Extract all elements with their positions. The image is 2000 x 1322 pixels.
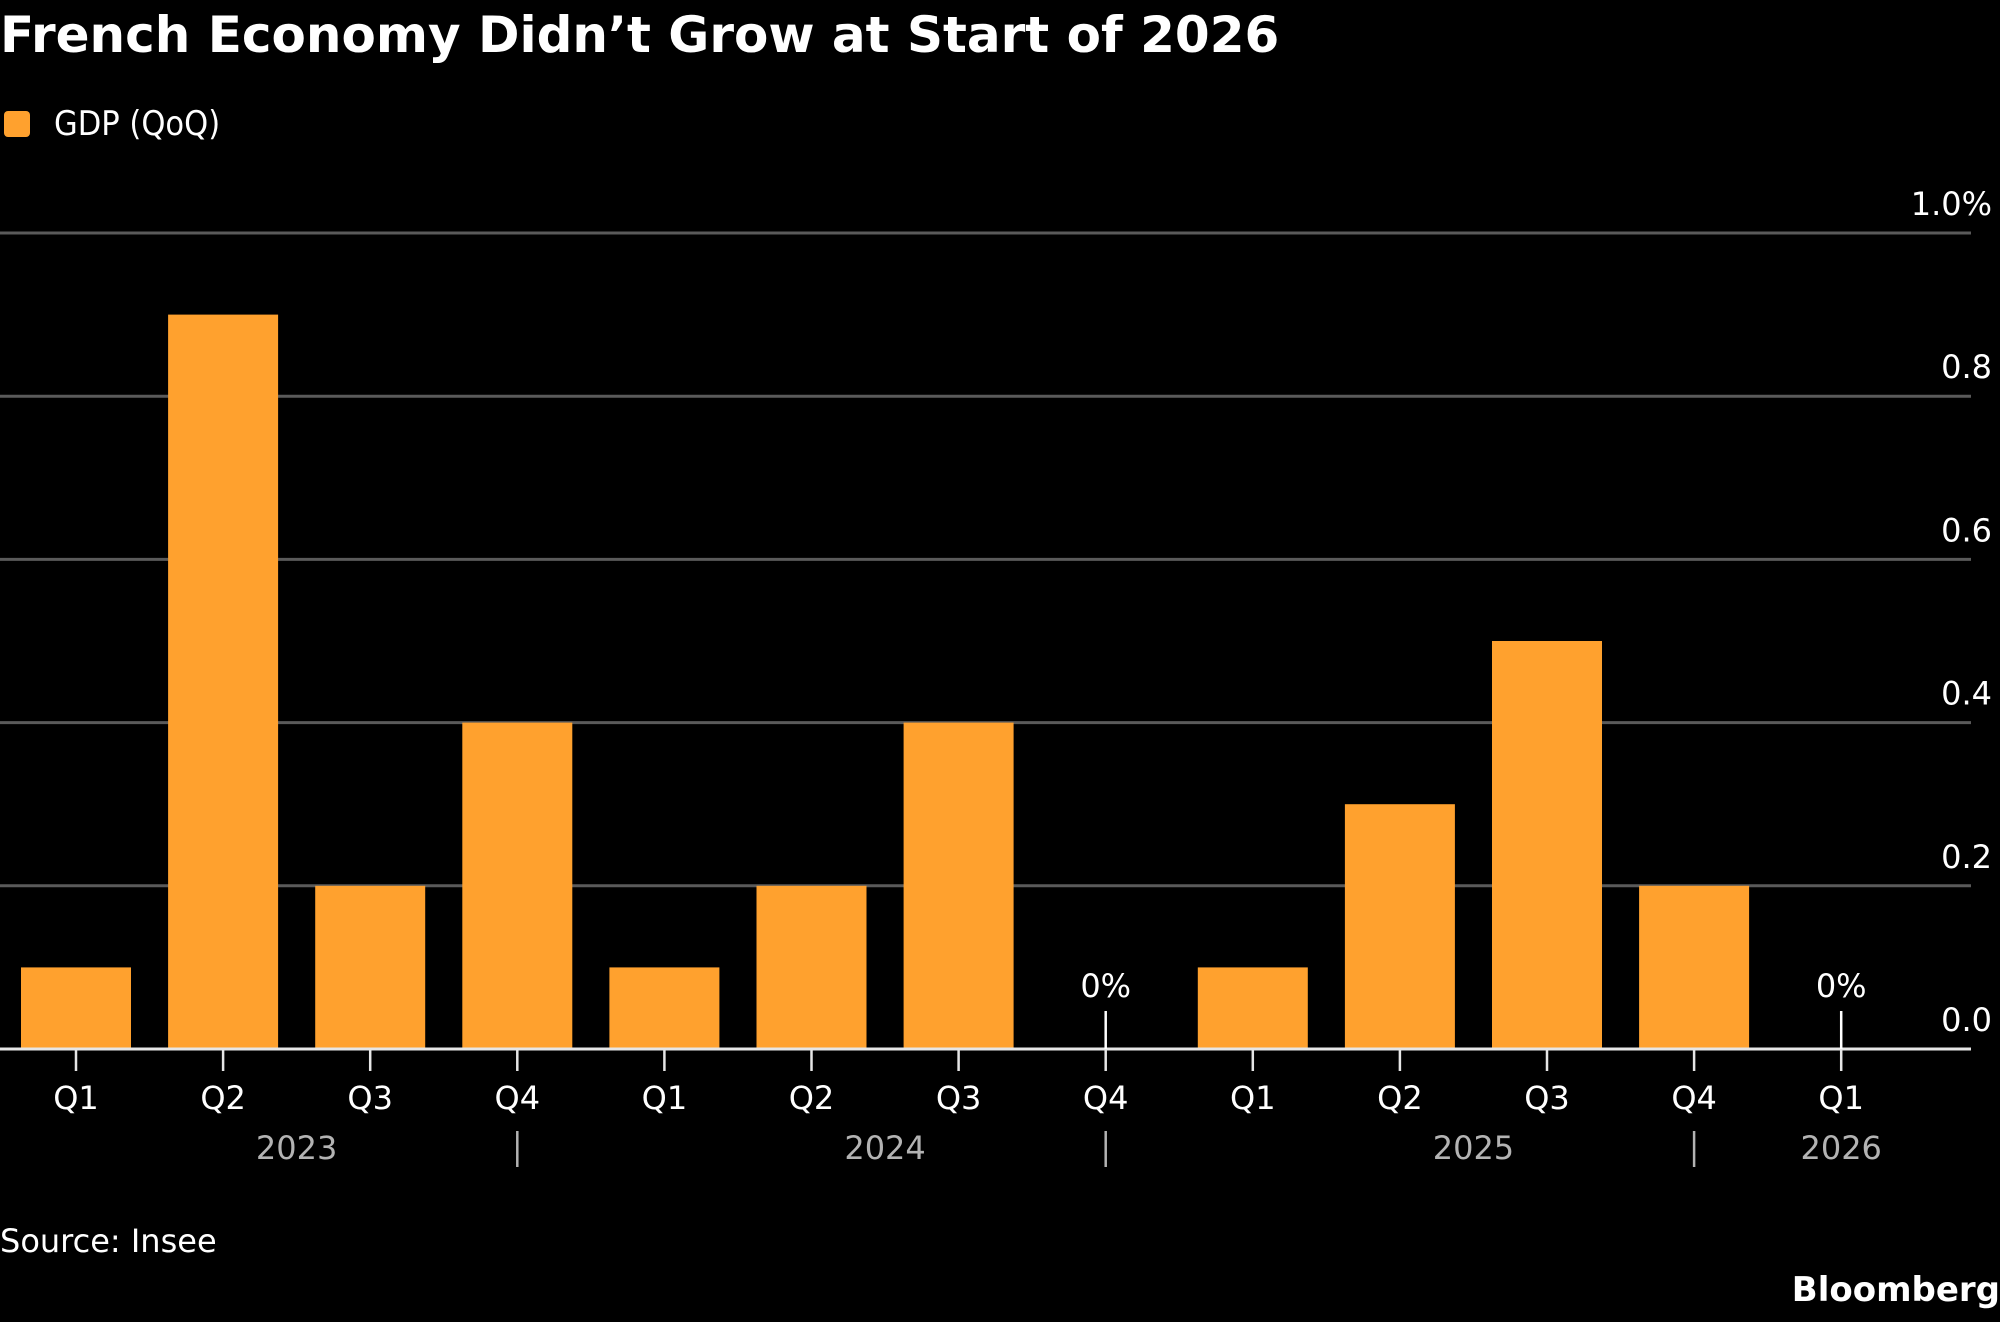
data-label: 0%	[1080, 967, 1131, 1005]
legend: GDP (QoQ)	[4, 104, 220, 144]
x-tick-label: Q4	[1671, 1079, 1717, 1117]
bloomberg-logo: Bloomberg	[1791, 1270, 2000, 1310]
year-label: 2024	[844, 1129, 925, 1167]
bar	[1492, 641, 1602, 1049]
x-tick-label: Q1	[1230, 1079, 1276, 1117]
bar	[1639, 885, 1750, 1049]
x-tick-label: Q1	[642, 1079, 688, 1117]
year-label: 2023	[256, 1129, 337, 1167]
bar	[756, 885, 867, 1049]
legend-label: GDP (QoQ)	[54, 104, 221, 144]
bar-chart: 0.0 0.2 0.4 0.6 0.8 1.0% 0% 0% Q1 Q2 Q3 Q4 Q1 Q2 Q3 Q4 Q…	[0, 185, 1992, 1167]
x-tick-label: Q3	[1524, 1079, 1570, 1117]
bar	[1344, 804, 1455, 1049]
bar	[315, 885, 426, 1049]
bar	[903, 722, 1014, 1049]
year-label: 2025	[1433, 1129, 1514, 1167]
y-tick-label: 0.2	[1941, 838, 1992, 876]
chart-title: French Economy Didn’t Grow at Start of 2…	[0, 6, 1280, 64]
x-tick-label: Q2	[789, 1079, 835, 1117]
year-label: 2026	[1800, 1129, 1881, 1167]
bar	[462, 722, 573, 1049]
x-tick-label: Q1	[53, 1079, 99, 1117]
x-tick-label: Q1	[1818, 1079, 1864, 1117]
x-tick-label: Q4	[1083, 1079, 1129, 1117]
legend-swatch	[4, 111, 30, 137]
x-tick-label: Q4	[495, 1079, 541, 1117]
data-label: 0%	[1816, 967, 1867, 1005]
y-tick-label: 0.4	[1941, 675, 1992, 713]
y-tick-label: 0.0	[1941, 1001, 1992, 1039]
x-tick-label: Q2	[1377, 1079, 1423, 1117]
bar	[1197, 967, 1308, 1049]
bar	[168, 314, 279, 1050]
y-tick-label: 0.8	[1941, 348, 1992, 386]
x-tick-label: Q3	[347, 1079, 393, 1117]
bar	[21, 967, 131, 1049]
source-note: Source: Insee	[0, 1222, 217, 1260]
x-tick-label: Q2	[200, 1079, 246, 1117]
x-tick-label: Q3	[936, 1079, 982, 1117]
bar	[609, 967, 720, 1049]
y-tick-label: 0.6	[1941, 511, 1992, 549]
y-tick-label: 1.0%	[1911, 185, 1992, 223]
